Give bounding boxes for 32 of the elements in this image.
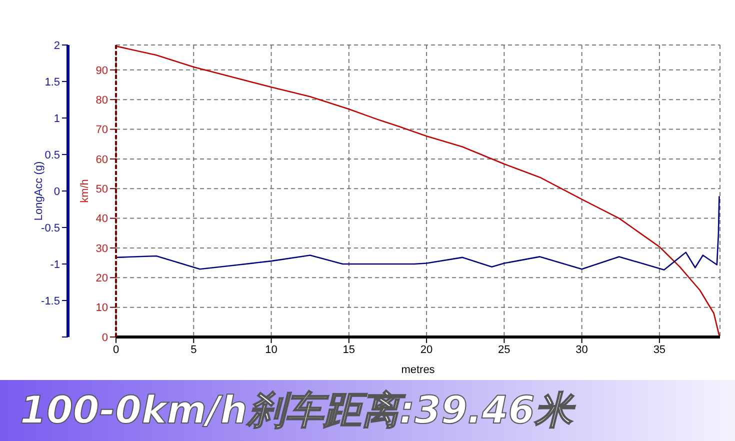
y2-tick-label: -1	[50, 258, 60, 271]
x-tick-label: 10	[265, 344, 278, 356]
x-tick-label: 5	[190, 344, 197, 356]
y-tick-label: 40	[96, 213, 108, 226]
y-tick-label: 90	[96, 64, 108, 77]
y2-tick-label: 0.5	[44, 149, 60, 162]
y-tick-label: 70	[96, 124, 108, 136]
y-tick-label: 10	[96, 302, 108, 314]
y-tick-label: 60	[96, 154, 108, 166]
y2-tick-label: 0	[54, 186, 60, 198]
x-tick-label: 25	[498, 344, 510, 356]
y-axis-title: km/h	[78, 179, 91, 203]
y2-tick-label: 2	[54, 40, 60, 52]
line-series	[116, 46, 720, 336]
x-tick-label: 15	[342, 344, 356, 356]
x-tick-label: 30	[576, 344, 588, 356]
y-tick-label: 20	[96, 272, 108, 285]
line-series	[116, 195, 720, 270]
y-tick-label: 80	[96, 94, 108, 107]
y2-tick-label: 1	[54, 112, 60, 125]
y2-tick-label: 1.5	[44, 76, 60, 88]
y2-tick-label: -0.5	[41, 222, 60, 234]
x-tick-label: 0	[112, 344, 120, 356]
x-tick-label: 20	[420, 344, 433, 356]
y2-tick-label: -1.5	[41, 295, 60, 308]
y-tick-label: 0	[102, 332, 108, 344]
text: 100-0km/h刹车距离:39.46米	[20, 387, 573, 434]
y2-axis-title: LongAcc (g)	[32, 161, 45, 221]
y-tick-label: 50	[96, 184, 108, 196]
x-tick-label: 35	[653, 344, 666, 356]
y-tick-label: 30	[96, 242, 108, 255]
x-axis-title: metres	[401, 364, 436, 376]
